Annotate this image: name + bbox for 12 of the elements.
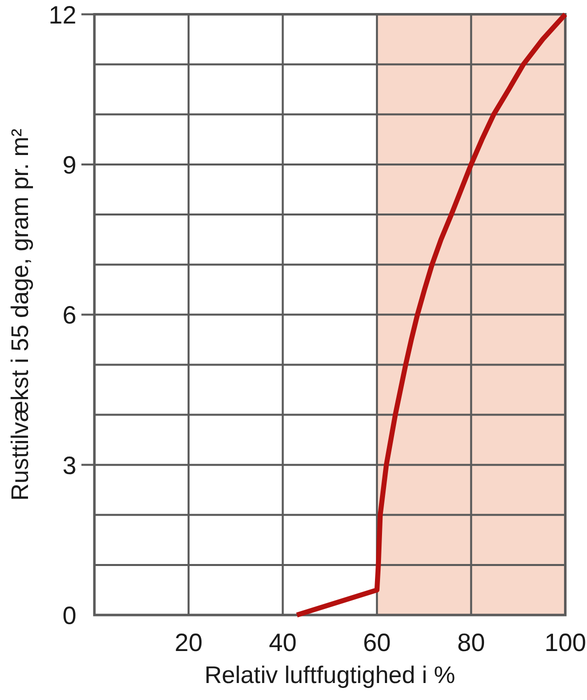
x-tick-label: 40 bbox=[268, 629, 297, 657]
y-tick-label: 3 bbox=[62, 452, 76, 480]
x-tick-label: 60 bbox=[363, 629, 391, 657]
y-axis-title: Rusttilvækst i 55 dage, gram pr. m² bbox=[7, 128, 34, 501]
y-tick-label: 9 bbox=[62, 151, 76, 180]
y-tick-label: 0 bbox=[62, 602, 76, 630]
x-tick-label: 100 bbox=[544, 629, 586, 657]
y-tick-label: 6 bbox=[62, 302, 76, 330]
x-tick-label: 80 bbox=[457, 629, 486, 657]
x-tick-label: 20 bbox=[174, 629, 202, 657]
y-tick-label: 12 bbox=[48, 1, 76, 30]
x-axis-title: Relativ luftfugtighed i % bbox=[204, 662, 456, 689]
